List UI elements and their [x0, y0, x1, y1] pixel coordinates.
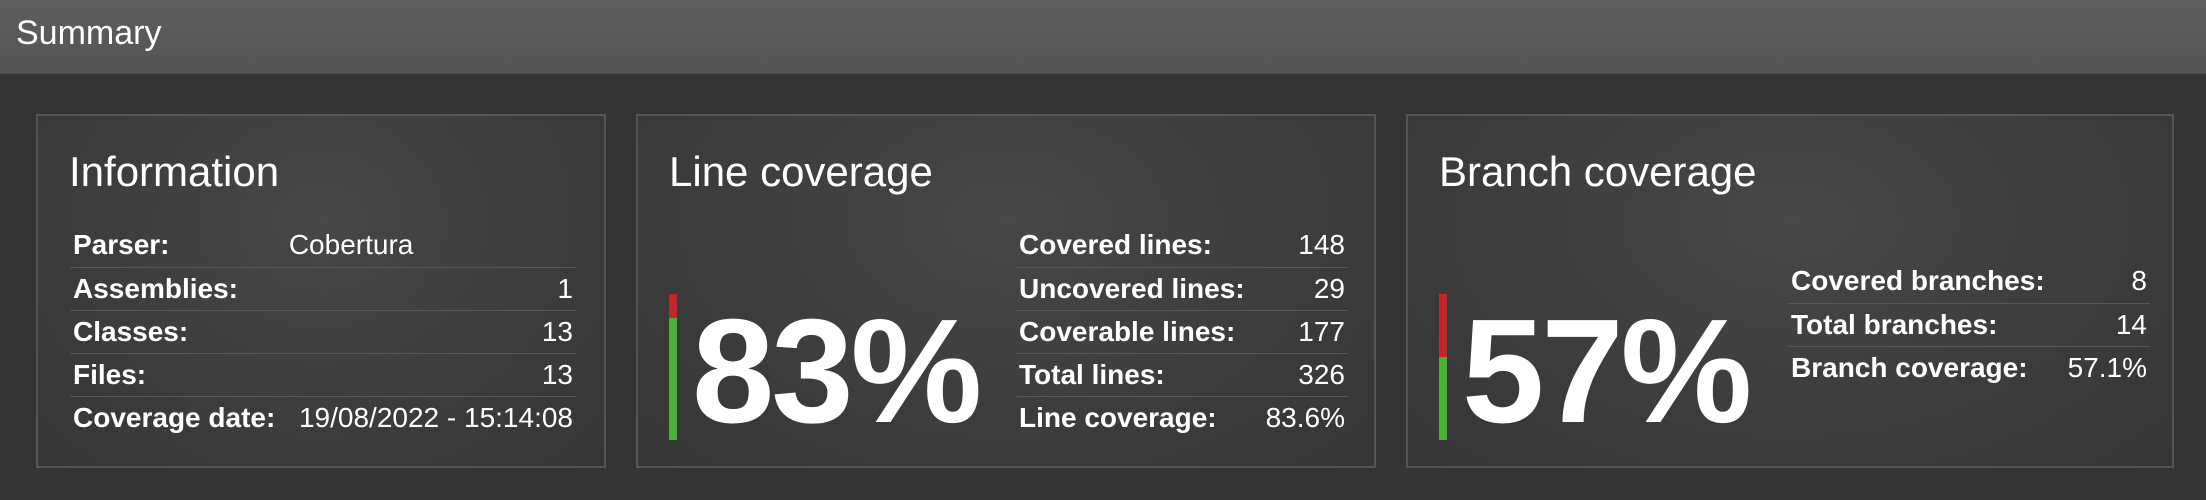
summary-header: Summary — [0, 0, 2206, 74]
uncovered-lines-label: Uncovered lines: — [1016, 266, 1259, 310]
coverable-lines-label: Coverable lines: — [1016, 309, 1259, 353]
covered-branches-label: Covered branches: — [1791, 265, 2045, 297]
uncovered-lines-value: 29 — [1258, 266, 1348, 310]
line-coverage-card: Line coverage 83% Covered lines: 148 Unc… — [636, 114, 1376, 468]
page-title: Summary — [16, 14, 162, 52]
coverable-lines-value: 177 — [1258, 309, 1348, 353]
table-row: Covered branches: 8 — [1788, 260, 2150, 303]
parser-label: Parser: — [73, 229, 170, 261]
line-coverage-value: 83.6% — [1258, 395, 1348, 439]
table-row: Parser: Cobertura — [70, 224, 576, 267]
covered-branches-value: 8 — [2131, 265, 2147, 297]
assemblies-value: 1 — [285, 266, 576, 310]
line-coverage-percent: 83% — [692, 289, 982, 454]
line-coverage-table: Covered lines: 148 Uncovered lines: 29 C… — [1016, 224, 1348, 439]
classes-label: Classes: — [70, 309, 286, 353]
covered-segment — [1439, 357, 1447, 440]
uncovered-segment — [1439, 294, 1447, 357]
line-coverage-bar — [669, 294, 677, 440]
information-title: Information — [69, 148, 280, 195]
uncovered-segment — [669, 294, 677, 318]
table-row: Classes: 13 — [70, 309, 576, 353]
table-row: Line coverage: 83.6% — [1016, 395, 1348, 439]
line-coverage-label: Line coverage: — [1016, 395, 1259, 439]
line-coverage-title: Line coverage — [669, 148, 933, 195]
total-branches-label: Total branches: — [1788, 302, 2061, 346]
branch-coverage-card: Branch coverage 57% Covered branches: 8 … — [1406, 114, 2174, 468]
files-value: 13 — [285, 352, 576, 396]
covered-lines-label: Covered lines: — [1019, 229, 1212, 261]
branch-coverage-percent: 57% — [1462, 289, 1752, 454]
information-table: Parser: Cobertura Assemblies: 1 Classes:… — [70, 224, 576, 439]
coverage-date-value: 19/08/2022 - 15:14:08 — [285, 395, 576, 439]
table-row: Total branches: 14 — [1788, 302, 2150, 346]
total-lines-value: 326 — [1258, 352, 1348, 396]
total-branches-value: 14 — [2060, 302, 2150, 346]
total-lines-label: Total lines: — [1016, 352, 1259, 396]
files-label: Files: — [70, 352, 286, 396]
table-row: Assemblies: 1 — [70, 266, 576, 310]
table-row: Coverable lines: 177 — [1016, 309, 1348, 353]
table-row: Coverage date: 19/08/2022 - 15:14:08 — [70, 395, 576, 439]
branch-coverage-label: Branch coverage: — [1788, 345, 2061, 389]
classes-value: 13 — [285, 309, 576, 353]
table-row: Total lines: 326 — [1016, 352, 1348, 396]
table-row: Branch coverage: 57.1% — [1788, 345, 2150, 389]
branch-coverage-table: Covered branches: 8 Total branches: 14 B… — [1788, 260, 2150, 389]
branch-coverage-bar — [1439, 294, 1447, 440]
branch-coverage-title: Branch coverage — [1439, 148, 1757, 195]
coverage-date-label: Coverage date: — [70, 395, 286, 439]
parser-value: Cobertura — [288, 229, 414, 261]
table-row: Files: 13 — [70, 352, 576, 396]
table-row: Uncovered lines: 29 — [1016, 266, 1348, 310]
assemblies-label: Assemblies: — [70, 266, 286, 310]
covered-segment — [669, 318, 677, 440]
table-row: Covered lines: 148 — [1016, 224, 1348, 267]
branch-coverage-value: 57.1% — [2060, 345, 2150, 389]
covered-lines-value: 148 — [1298, 229, 1345, 261]
information-card: Information Parser: Cobertura Assemblies… — [36, 114, 606, 468]
